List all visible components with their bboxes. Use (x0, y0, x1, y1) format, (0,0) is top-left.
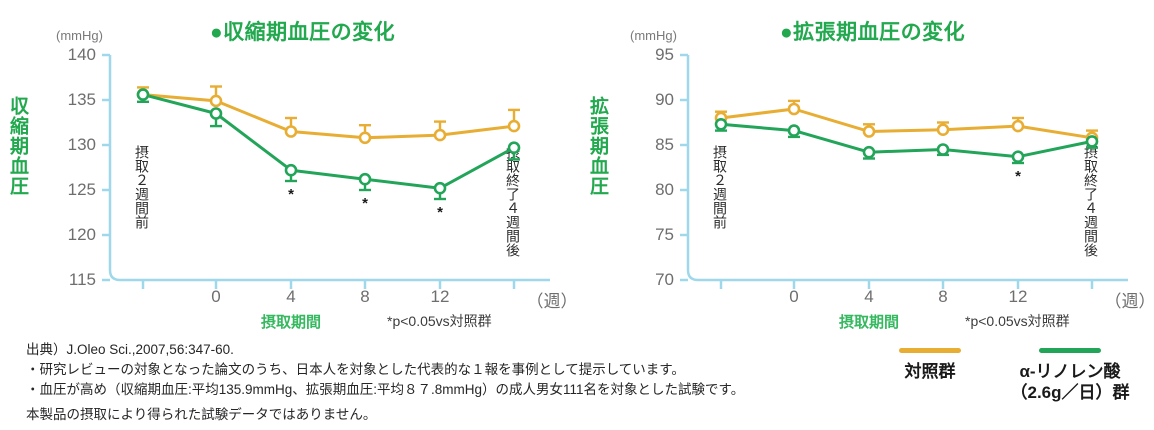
y-tick-label: 75 (655, 225, 674, 244)
y-tick-label: 95 (655, 45, 674, 64)
legend-swatch-ala (1039, 348, 1101, 353)
legend-label-ala-line1: α-リノレン酸 (1019, 362, 1121, 381)
series-line (142, 93, 515, 140)
data-point-marker (787, 102, 801, 116)
legend-swatch-control (899, 348, 961, 353)
data-point-marker (284, 163, 298, 177)
data-point-marker (433, 181, 447, 195)
footnote-review: ・研究レビューの対象となった論文のうち、日本人を対象とした代表的な１報を事例とし… (26, 361, 685, 377)
chart-panel-diastolic: ●拡張期血圧の変化 (mmHg) 拡張期血圧 95 90 85 80 75 70 0 4 8 12… (580, 0, 1154, 335)
data-point-marker (862, 125, 876, 138)
data-point-marker (507, 119, 521, 133)
y-tick-label: 120 (67, 225, 96, 244)
x-axis-unit: （週） (526, 292, 578, 311)
legend-label-control: 対照群 (904, 362, 956, 381)
x-axis-caption-systolic: 摂取期間 (260, 314, 322, 331)
x-tick-label: 12 (430, 287, 450, 306)
data-point-marker (862, 145, 876, 159)
annotation-baseline-systolic: 摂取２週間前 (134, 145, 150, 229)
y-axis-name-systolic: 収縮期血圧 (7, 96, 28, 196)
plot-area-diastolic: 95 90 85 80 75 70 0 4 8 12 （週） 摂取期間 *p<0.05vs対照群 摂取２週… (655, 45, 1154, 331)
x-axis-unit: （週） (1104, 292, 1154, 311)
footnote-subjects: ・血圧が高め（収縮期血圧:平均135.9mmHg、拡張期血圧:平均８７.8mmH… (26, 381, 745, 397)
y-tick-labels-systolic: 140 135 130 125 120 115 (48, 45, 96, 289)
pvalue-note-systolic: *p<0.05vs対照群 (387, 313, 492, 329)
y-axis-unit-systolic: (mmHg) (56, 28, 103, 43)
x-tick-labels-systolic: 0 4 8 12 （週） (110, 287, 577, 311)
x-tick-label: 4 (286, 287, 296, 306)
x-tick-label: 12 (1008, 287, 1028, 306)
y-tick-label: 140 (67, 45, 96, 64)
y-tick-labels-diastolic: 95 90 85 80 75 70 (626, 45, 674, 289)
axes-systolic (102, 53, 550, 289)
plot-area-systolic: 140 135 130 125 120 115 0 4 8 12 （週） 摂取期間 *p<0.05vs対… (68, 45, 578, 331)
legend-label-ala-line2: （2.6g／日）群 (1010, 383, 1130, 403)
y-tick-label: 80 (655, 180, 674, 199)
y-tick-label: 125 (67, 180, 96, 199)
x-tick-label: 8 (938, 287, 948, 306)
series-line (142, 93, 515, 190)
y-tick-label: 135 (67, 90, 96, 109)
y-axis-name-diastolic: 拡張期血圧 (587, 96, 608, 196)
series-layer-systolic (136, 85, 521, 201)
pvalue-note-diastolic: *p<0.05vs対照群 (965, 313, 1070, 329)
x-axis-caption-diastolic: 摂取期間 (838, 314, 900, 331)
significance-marker: * (1015, 168, 1021, 185)
chart-title-systolic: ●収縮期血圧の変化 (210, 21, 396, 44)
y-tick-label: 90 (655, 90, 674, 109)
y-axis-unit-diastolic: (mmHg) (630, 28, 677, 43)
series-layer-diastolic (714, 99, 1099, 165)
y-tick-label: 70 (655, 270, 674, 289)
annotation-followup-diastolic: 摂取終了４週間後 (1083, 145, 1099, 257)
x-tick-label: 4 (864, 287, 874, 306)
footnote-source: 出典）J.Oleo Sci.,2007,56:347-60. (26, 342, 234, 357)
data-point-marker (284, 125, 298, 138)
data-point-marker (714, 118, 728, 131)
data-point-marker (209, 94, 223, 108)
series-line (720, 107, 1093, 140)
axes-diastolic (680, 53, 1128, 289)
data-point-marker (936, 123, 950, 136)
x-tick-label: 0 (211, 287, 221, 306)
data-point-marker (1011, 119, 1025, 133)
chart-panel-systolic: ●収縮期血圧の変化 (mmHg) 収縮期血圧 140 135 130 125 120 11… (0, 0, 580, 335)
y-tick-label: 85 (655, 135, 674, 154)
annotation-baseline-diastolic: 摂取２週間前 (712, 145, 728, 229)
data-point-marker (1085, 135, 1099, 148)
significance-marker: * (437, 204, 443, 221)
footnote-disclaimer: 本製品の摂取により得られた試験データではありません。 (26, 406, 377, 422)
x-tick-labels-diastolic: 0 4 8 12 （週） (688, 287, 1154, 311)
data-point-marker (209, 107, 223, 120)
series-line (720, 122, 1093, 159)
y-tick-label: 115 (68, 270, 96, 289)
data-point-marker (433, 128, 447, 142)
annotation-followup-systolic: 摂取終了４週間後 (505, 145, 521, 257)
footnotes: 出典）J.Oleo Sci.,2007,56:347-60. ・研究レビューの対… (26, 340, 745, 425)
x-tick-label: 8 (360, 287, 370, 306)
data-point-marker (358, 172, 372, 186)
significance-marker: * (362, 195, 368, 212)
x-tick-label: 0 (789, 287, 799, 306)
data-point-marker (358, 131, 372, 145)
data-point-marker (1011, 150, 1025, 163)
data-point-marker (787, 124, 801, 137)
y-tick-label: 130 (67, 135, 96, 154)
legend-item-ala: α-リノレン酸 （2.6g／日）群 (990, 348, 1150, 404)
legend-item-control: 対照群 (880, 348, 980, 382)
data-point-marker (936, 143, 950, 156)
chart-title-diastolic: ●拡張期血圧の変化 (780, 21, 966, 44)
data-point-marker (136, 88, 150, 101)
significance-marker: * (288, 186, 294, 203)
data-point-marker (507, 141, 521, 154)
